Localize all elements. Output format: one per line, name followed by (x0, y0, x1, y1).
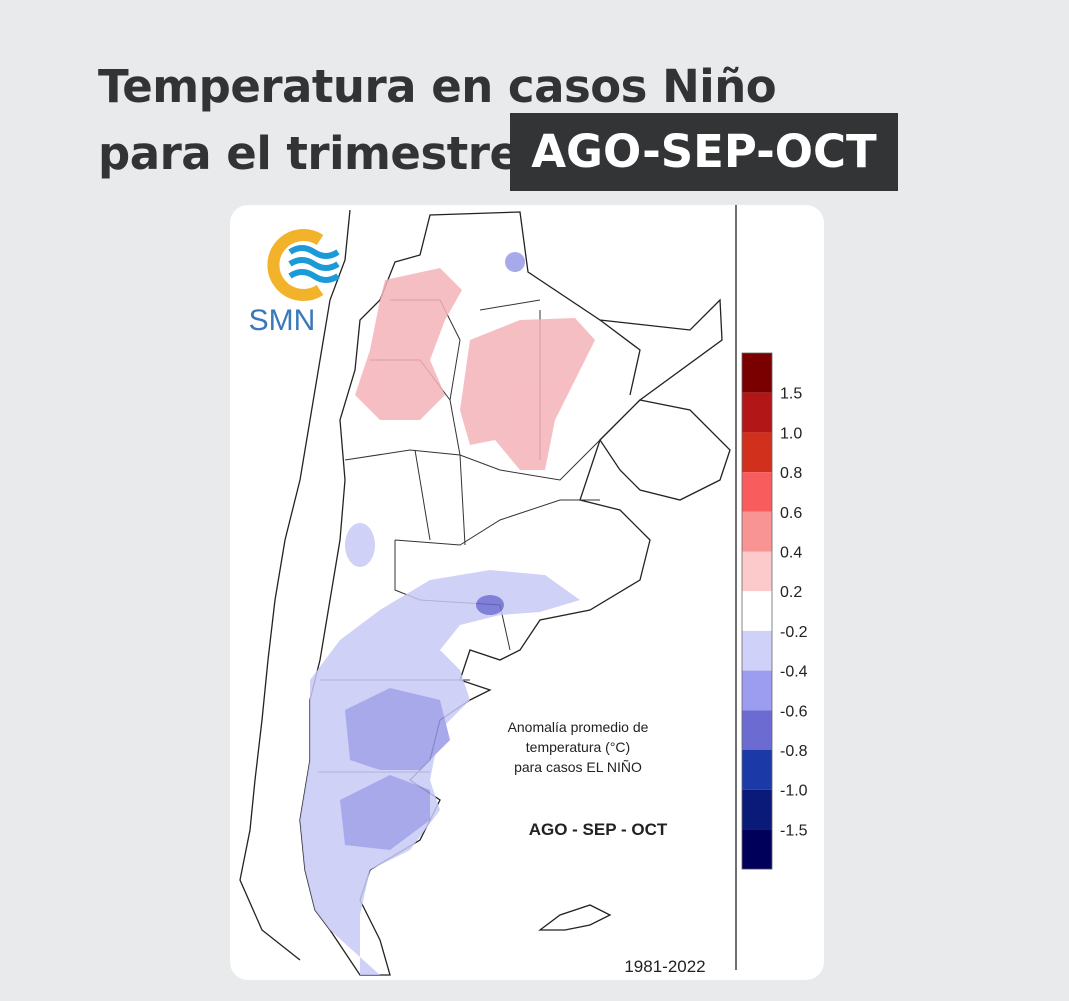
color-legend: 1.5 1.0 0.8 0.6 0.4 0.2 -0.2 -0.4 -0.6 -0.8 -1.0 -1… (741, 352, 808, 870)
legend-swatch (742, 670, 772, 711)
title-line: para el trimestre (98, 127, 520, 180)
legend-label: -0.2 (780, 624, 808, 641)
legend-swatch (742, 551, 772, 592)
legend-swatch (742, 511, 772, 552)
legend-swatch (742, 353, 772, 393)
legend-label: -0.4 (780, 664, 808, 681)
legend-label: -1.5 (780, 822, 808, 839)
season-label: AGO - SEP - OCT (529, 820, 668, 839)
legend-swatch (742, 472, 772, 512)
legend-swatch (742, 392, 772, 433)
legend-label: -0.8 (780, 743, 808, 760)
logo: SMN (249, 229, 340, 337)
legend-swatch (742, 710, 772, 750)
period-label: 1981-2022 (624, 957, 705, 976)
anomaly-areas (300, 252, 595, 975)
legend-swatch (742, 432, 772, 473)
legend-swatch (742, 789, 772, 830)
legend-label: -1.0 (780, 783, 808, 800)
legend-swatch (742, 750, 772, 790)
legend-swatch (742, 829, 772, 870)
annotation: para casos EL NIÑO (514, 759, 642, 775)
legend-label: 1.0 (780, 425, 802, 442)
map: SMN Anomalía promedio de temperatura (°C… (239, 205, 808, 976)
annotation: Anomalía promedio de (508, 719, 649, 735)
title-line: Temperatura en casos Niño (98, 60, 777, 113)
map-card: SMN Anomalía promedio de temperatura (°C… (230, 205, 824, 980)
legend-label: 1.5 (780, 386, 802, 403)
legend-frame (741, 352, 773, 870)
legend-swatch (742, 591, 772, 631)
legend-label: 0.8 (780, 465, 802, 482)
legend-label: 0.2 (780, 584, 802, 601)
legend-label: -0.6 (780, 703, 808, 720)
legend-swatch (742, 630, 772, 671)
title-highlight: AGO-SEP-OCT (510, 113, 898, 191)
annotation: temperatura (°C) (526, 739, 630, 755)
legend-label: 0.6 (780, 505, 802, 522)
legend-label: 0.4 (780, 545, 802, 562)
logo-text: SMN (249, 304, 316, 337)
